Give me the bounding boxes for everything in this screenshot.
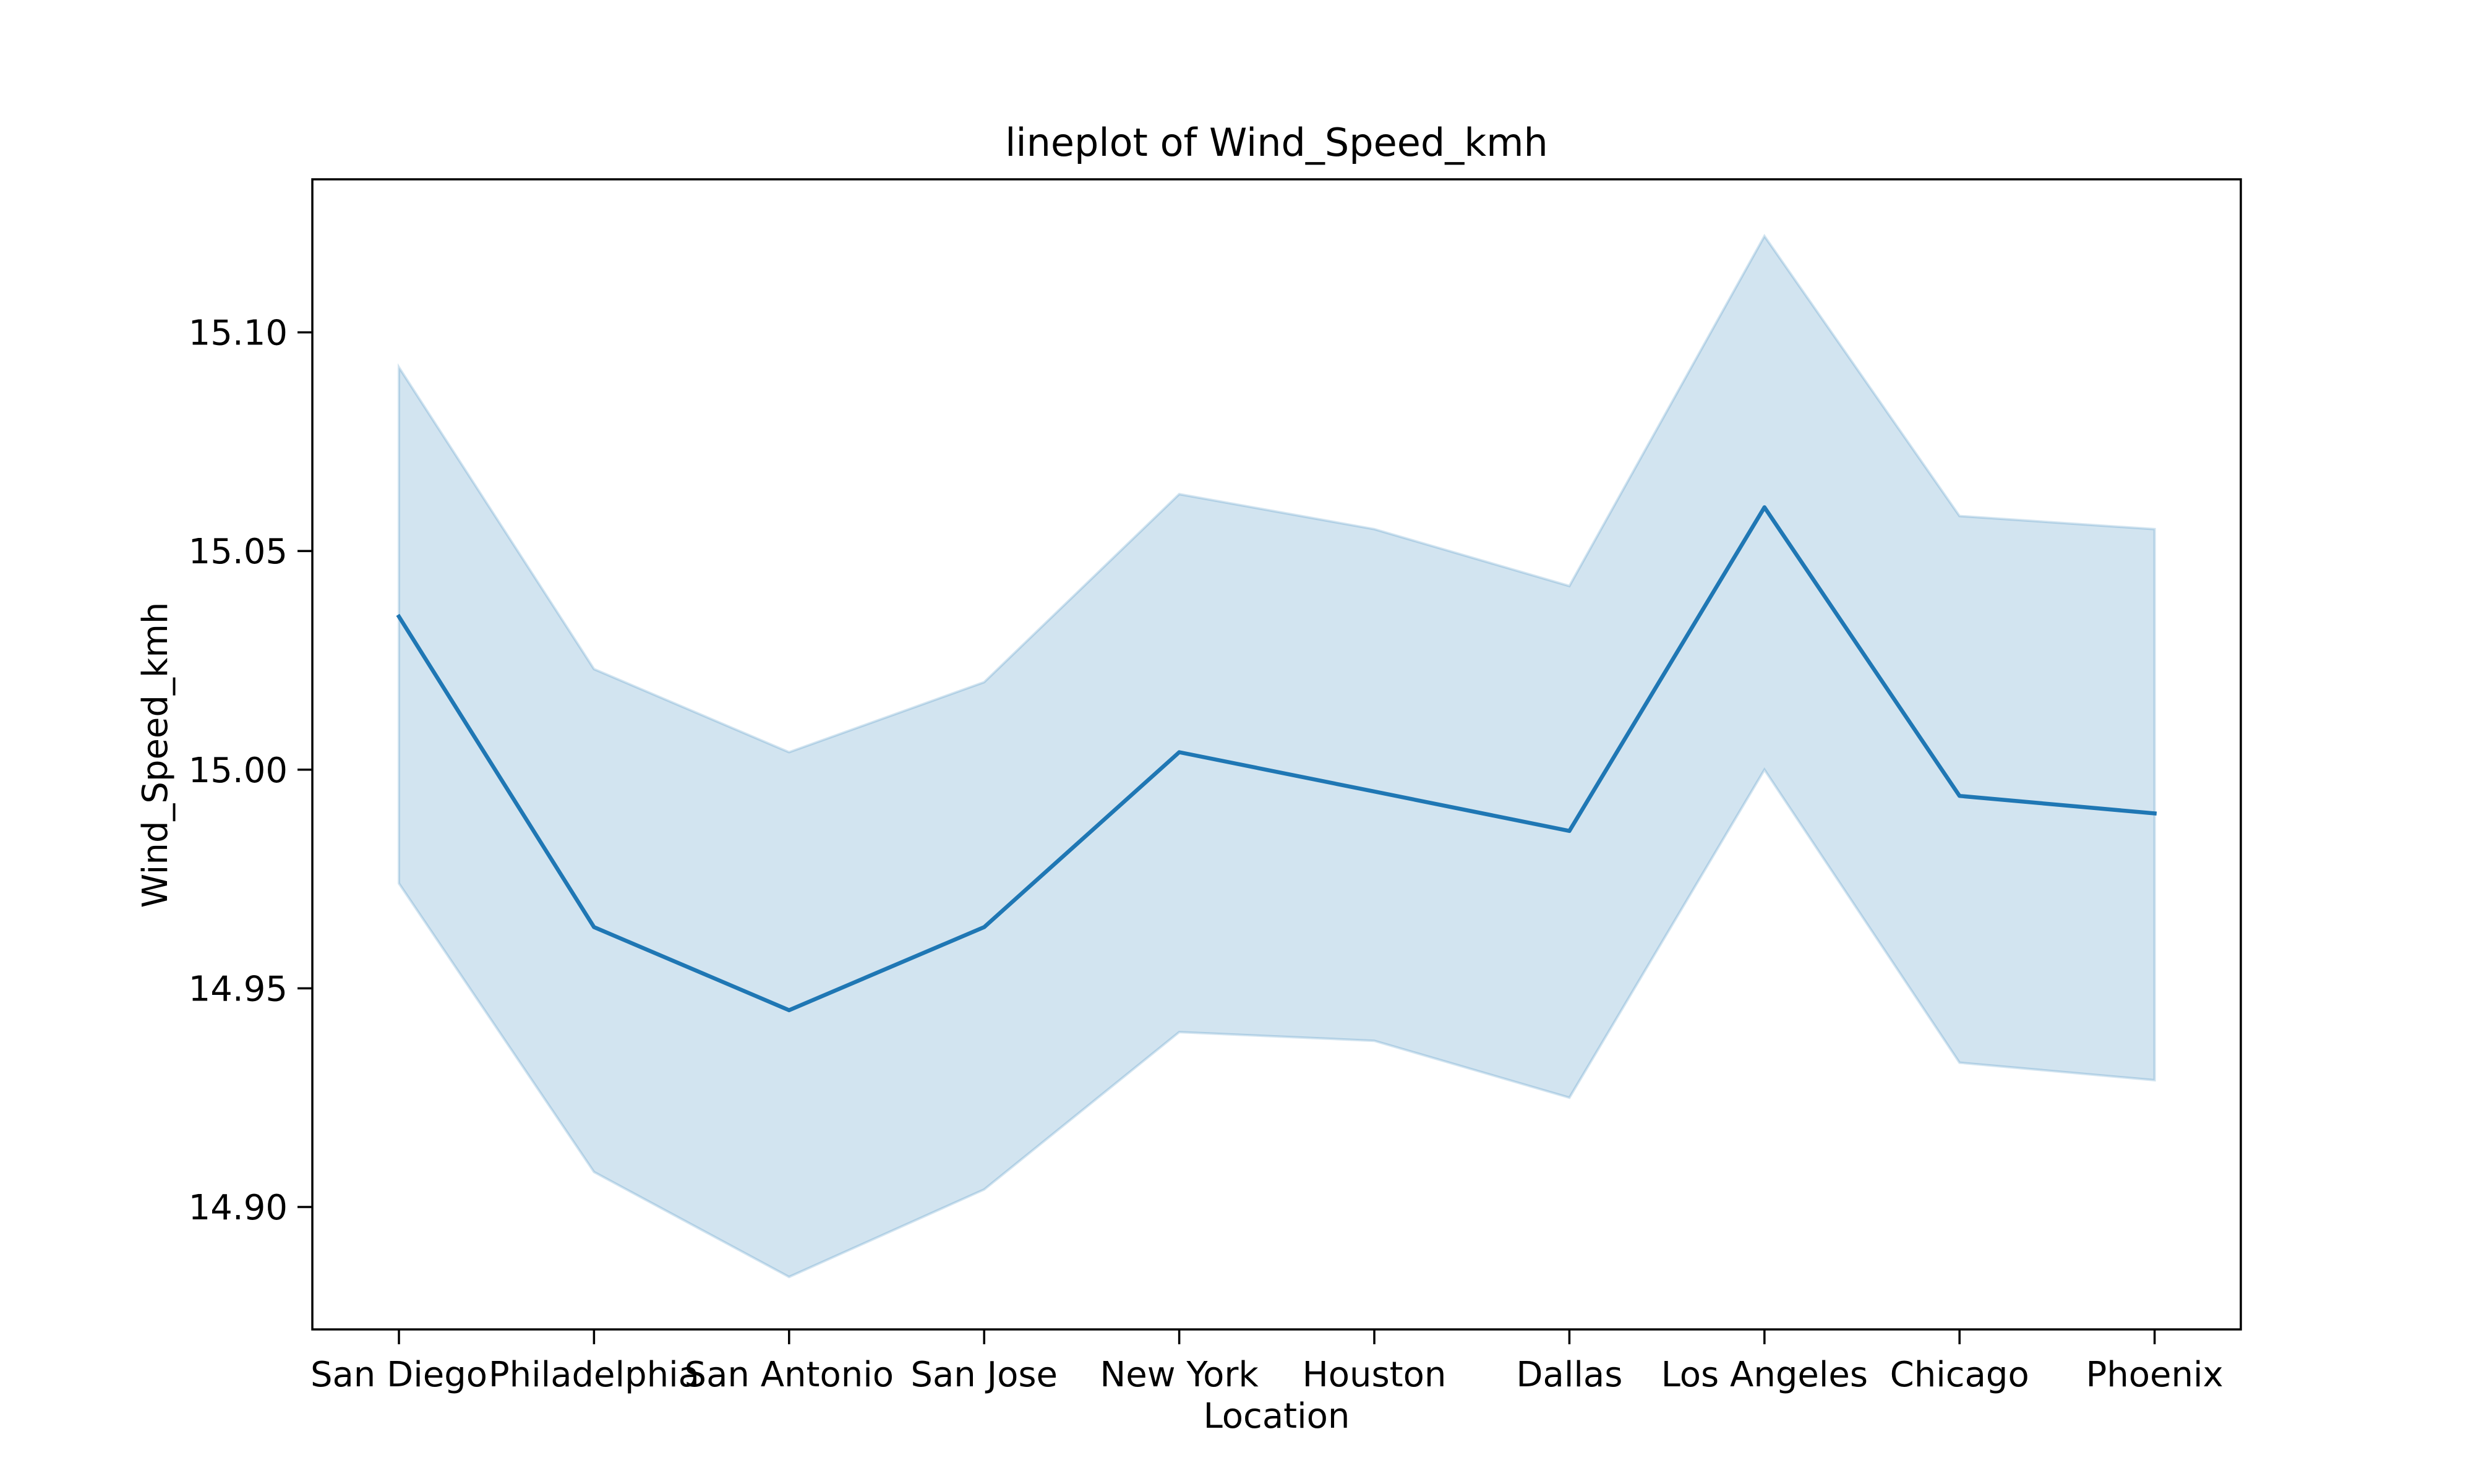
x-tick-label: San Jose bbox=[910, 1355, 1058, 1395]
y-tick-label: 15.10 bbox=[189, 313, 288, 354]
y-tick-label: 15.00 bbox=[189, 751, 288, 791]
y-tick-label: 14.95 bbox=[189, 969, 288, 1009]
x-tick-label: Chicago bbox=[1890, 1355, 2029, 1395]
chart-title: lineplot of Wind_Speed_kmh bbox=[1005, 120, 1548, 165]
y-tick-label: 15.05 bbox=[189, 532, 288, 572]
x-tick-label: San Antonio bbox=[685, 1355, 894, 1395]
x-tick-label: Phoenix bbox=[2086, 1355, 2224, 1395]
x-axis-label: Location bbox=[1204, 1396, 1350, 1436]
y-axis-label: Wind_Speed_kmh bbox=[135, 602, 176, 908]
x-tick-label: San Diego bbox=[310, 1355, 487, 1395]
x-tick-label: Los Angeles bbox=[1661, 1355, 1868, 1395]
series-line bbox=[396, 505, 2157, 1012]
x-tick-label: Philadelphia bbox=[489, 1355, 700, 1395]
y-tick-label: 14.90 bbox=[189, 1188, 288, 1228]
x-tick-label: Houston bbox=[1303, 1355, 1447, 1395]
confidence-band bbox=[398, 234, 2156, 1279]
plot-frame bbox=[311, 178, 2242, 1331]
x-tick-label: Dallas bbox=[1516, 1355, 1622, 1395]
x-tick-label: New York bbox=[1100, 1355, 1259, 1395]
